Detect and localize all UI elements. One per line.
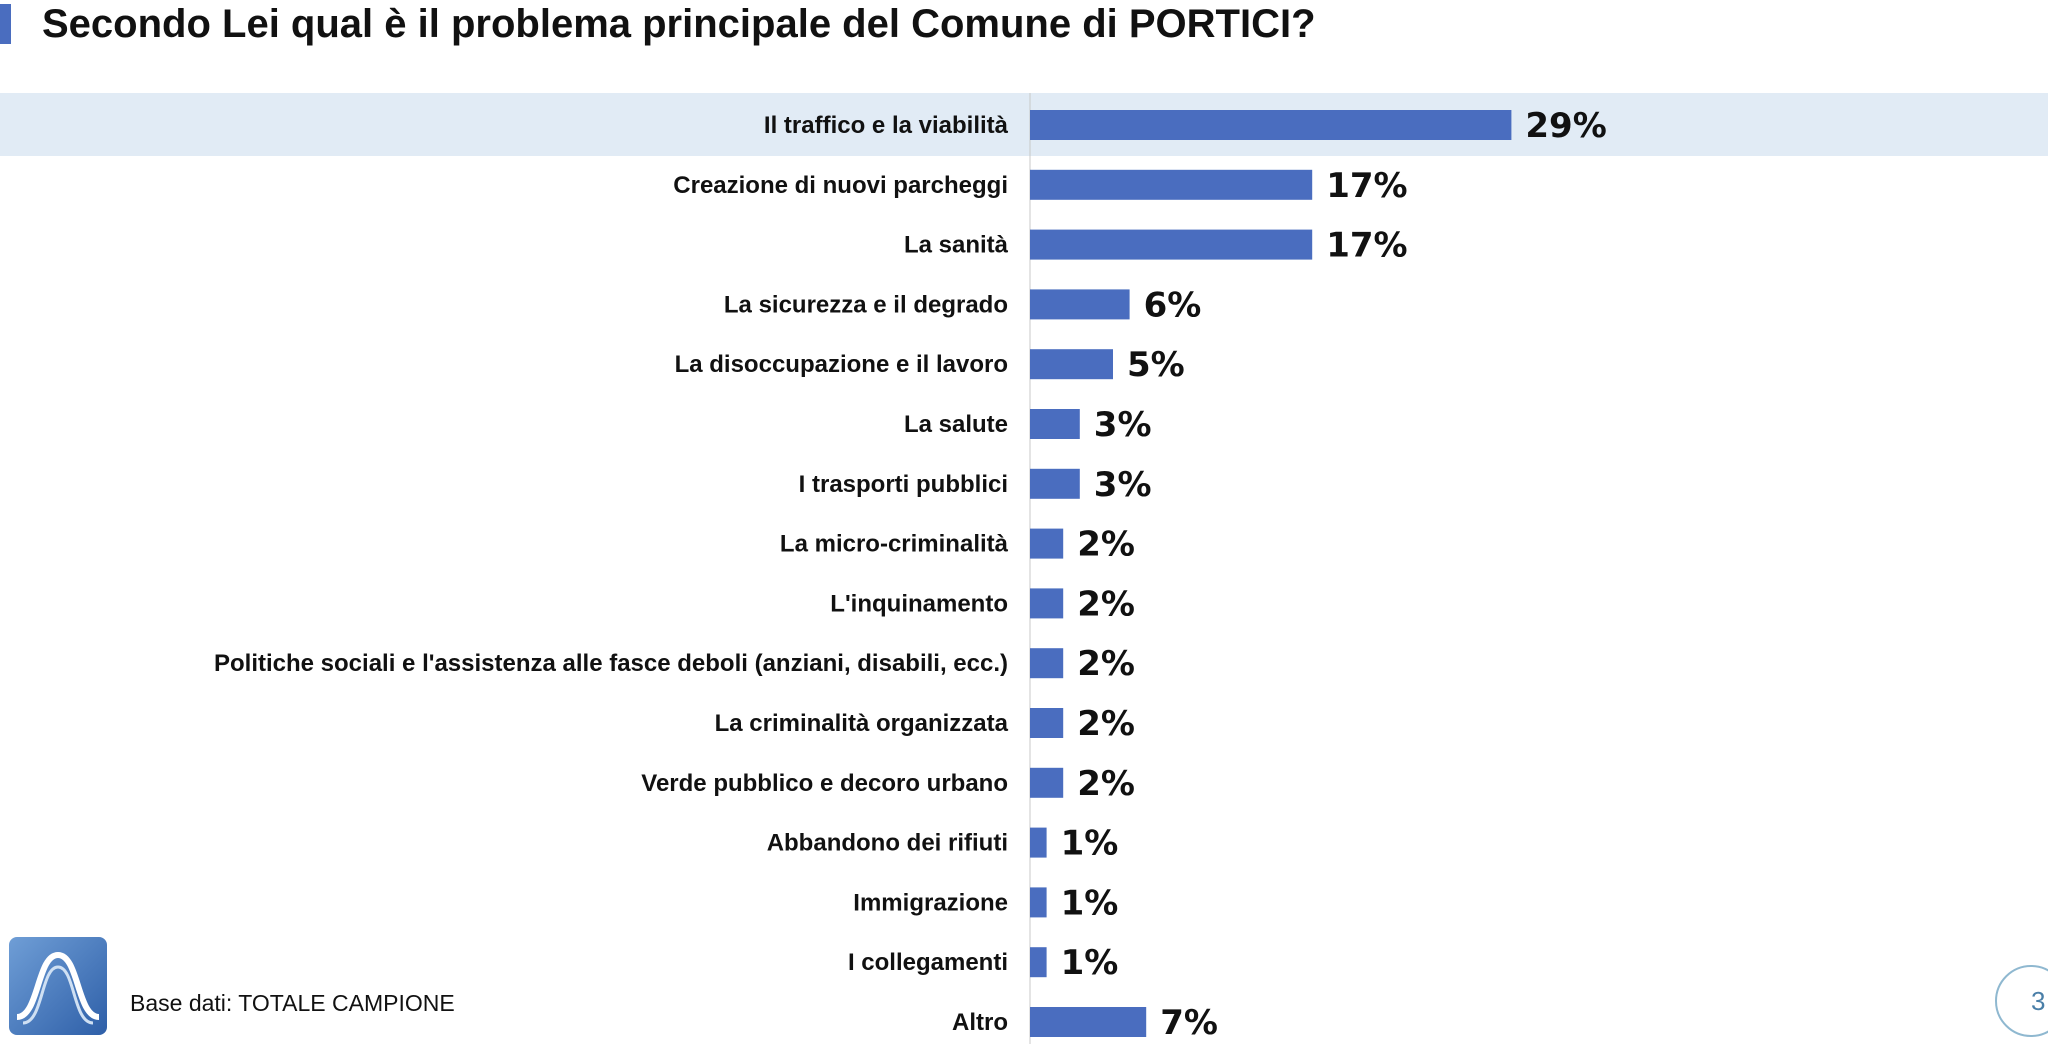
value-label: 3% <box>1094 405 1152 445</box>
bar <box>1030 767 1064 798</box>
category-label: Altro <box>952 1009 1008 1036</box>
value-label: 1% <box>1061 883 1119 923</box>
category-label: La criminalità organizzata <box>715 710 1009 737</box>
bar <box>1030 887 1047 918</box>
bar <box>1030 229 1313 260</box>
bar <box>1030 528 1064 559</box>
value-label: 1% <box>1061 943 1119 983</box>
value-label: 6% <box>1144 285 1202 325</box>
category-label: La salute <box>904 411 1008 438</box>
category-label: Immigrazione <box>853 889 1008 916</box>
bar <box>1030 588 1064 619</box>
value-label: 5% <box>1127 345 1185 385</box>
category-label: Verde pubblico e decoro urbano <box>641 770 1008 797</box>
bar <box>1030 708 1064 738</box>
bars-layer: Il traffico e la viabilità 29% Creazione d… <box>214 106 1607 1043</box>
bar <box>1030 827 1047 858</box>
value-label: 2% <box>1077 644 1135 684</box>
category-label: La micro-criminalità <box>780 531 1009 558</box>
sine-wave-logo-icon <box>9 937 107 1035</box>
bar <box>1030 289 1130 320</box>
value-label: 17% <box>1326 166 1407 206</box>
bar <box>1030 409 1080 439</box>
base-note: Base dati: TOTALE CAMPIONE <box>130 990 455 1016</box>
category-label: Abbandono dei rifiuti <box>767 830 1008 857</box>
category-label: I trasporti pubblici <box>799 471 1008 498</box>
bar <box>1030 349 1113 380</box>
value-label: 17% <box>1326 226 1407 266</box>
bar <box>1030 169 1313 200</box>
value-label: 1% <box>1061 824 1119 864</box>
bar <box>1030 648 1064 679</box>
title-accent-bar <box>0 4 11 44</box>
category-label: La sanità <box>904 232 1009 259</box>
bar <box>1030 110 1512 140</box>
value-label: 2% <box>1077 525 1135 565</box>
bar <box>1030 947 1047 978</box>
category-label: L'inquinamento <box>830 590 1008 617</box>
value-label: 3% <box>1094 465 1152 505</box>
bar <box>1030 1007 1147 1037</box>
category-label: Il traffico e la viabilità <box>764 112 1009 139</box>
highlight-band <box>0 93 2048 156</box>
value-label: 2% <box>1077 764 1135 804</box>
category-label: Politiche sociali e l'assistenza alle fa… <box>214 650 1008 677</box>
page-title: Secondo Lei qual è il problema principal… <box>42 2 1316 46</box>
value-label: 2% <box>1077 704 1135 744</box>
category-label: La sicurezza e il degrado <box>724 291 1008 318</box>
value-label: 2% <box>1077 584 1135 624</box>
category-label: I collegamenti <box>848 949 1008 976</box>
bar <box>1030 468 1080 499</box>
value-label: 29% <box>1525 106 1606 146</box>
category-label: Creazione di nuovi parcheggi <box>673 172 1008 199</box>
category-label: La disoccupazione e il lavoro <box>675 351 1008 378</box>
value-label: 7% <box>1160 1003 1218 1043</box>
